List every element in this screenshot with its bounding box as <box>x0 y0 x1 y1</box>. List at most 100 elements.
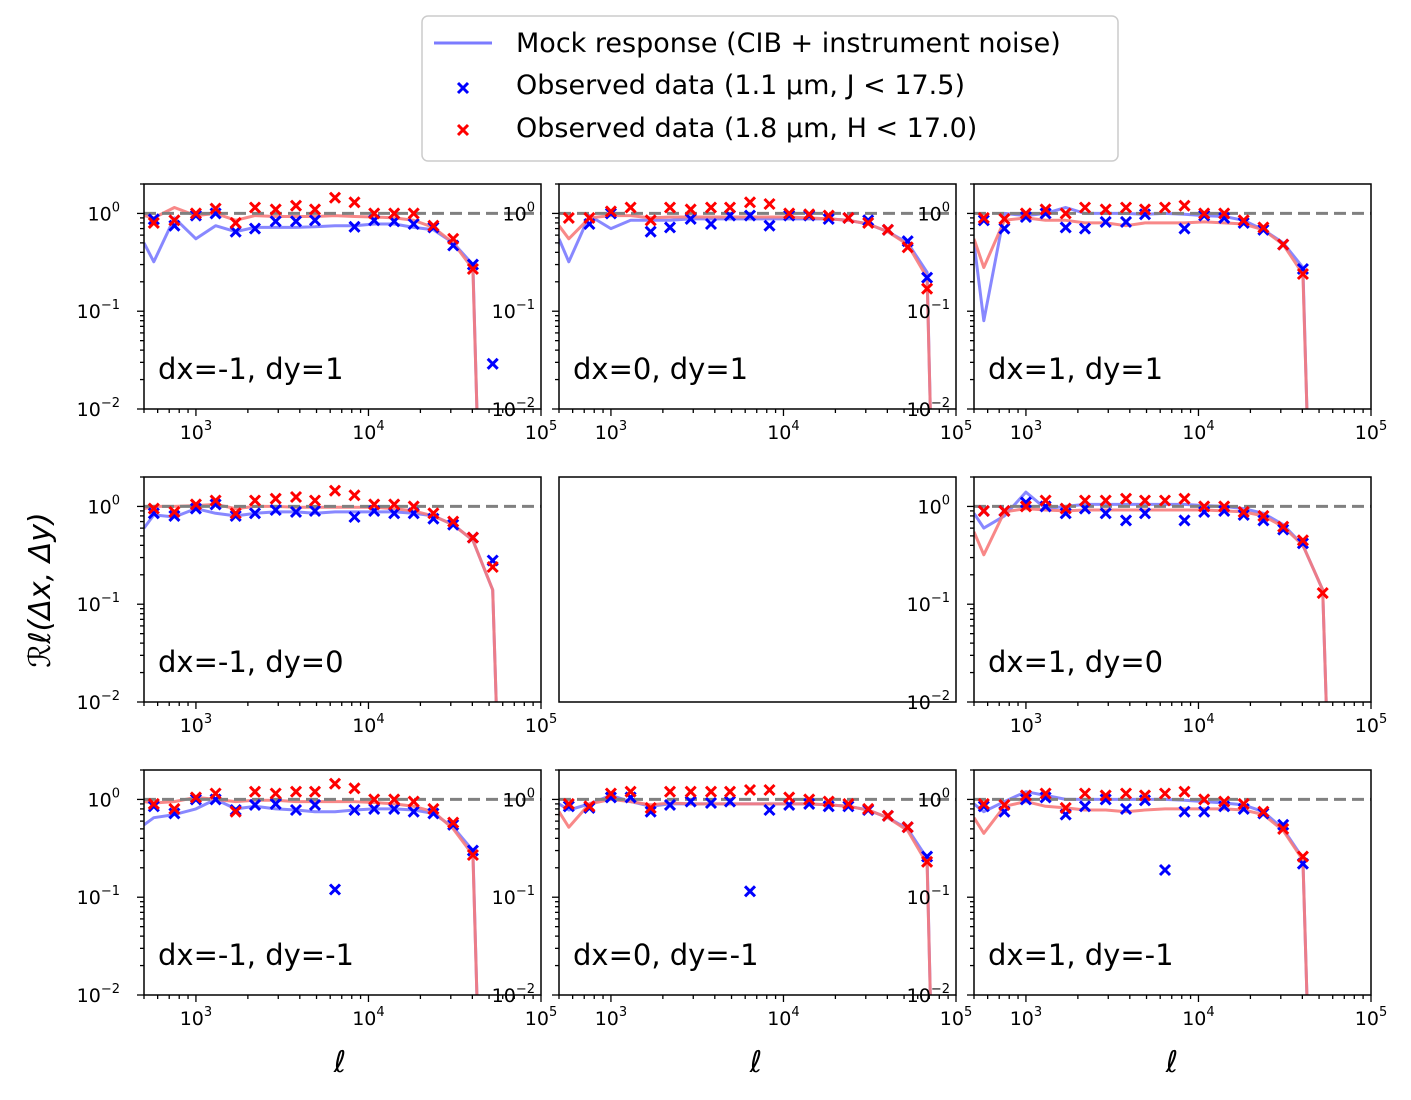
blue-data-point <box>229 225 242 238</box>
red-data-point <box>1119 492 1133 505</box>
y-tick-base: 10 <box>88 203 112 225</box>
y-tick-label: 10−2 <box>907 396 950 421</box>
red-data-point <box>881 809 894 822</box>
x-tick-label: 105 <box>1355 712 1387 737</box>
blue-data-point <box>1178 805 1191 818</box>
y-tick-base: 10 <box>77 985 101 1007</box>
blue-data-point <box>289 505 303 518</box>
legend-mock-label: Mock response (CIB + instrument noise) <box>516 28 1061 59</box>
y-tick-exponent: 0 <box>112 200 120 215</box>
panel-label: dx=0, dy=-1 <box>573 938 759 972</box>
red-data-point <box>466 531 479 544</box>
blue-data-point <box>189 209 202 222</box>
red-data-point <box>1138 203 1152 216</box>
red-data-point <box>466 262 479 276</box>
red-data-point <box>803 208 816 221</box>
red-data-point <box>1078 201 1092 214</box>
red-data-point <box>1237 214 1250 227</box>
y-tick-label: 100 <box>88 493 120 518</box>
red-data-point <box>624 201 637 214</box>
panel-frame <box>143 183 542 410</box>
x-tick-base: 10 <box>1182 1008 1206 1030</box>
plot-area <box>559 196 956 409</box>
x-tick-base: 10 <box>180 422 204 444</box>
red-data-point <box>1237 505 1250 518</box>
red-data-point <box>348 196 361 209</box>
x-tick-label: 104 <box>767 419 799 444</box>
blue-data-point <box>704 217 718 231</box>
red-data-point <box>308 203 322 216</box>
y-tick-exponent: 0 <box>942 786 950 801</box>
red-data-point <box>1158 201 1172 214</box>
red-data-point <box>684 203 697 216</box>
red-data-point <box>407 500 420 513</box>
blue-data-point <box>862 214 875 227</box>
red-data-point <box>842 211 855 224</box>
x-tick-exponent: 3 <box>619 419 627 434</box>
red-data-point <box>1078 787 1092 800</box>
red-data-point <box>229 507 242 520</box>
red-data-point <box>1218 500 1231 513</box>
red-data-point <box>407 207 420 220</box>
x-tick-base: 10 <box>1010 1008 1034 1030</box>
x-tick-exponent: 3 <box>204 712 212 727</box>
blue-data-point <box>1296 537 1309 550</box>
red-data-point <box>998 798 1011 811</box>
red-data-point <box>1296 267 1309 281</box>
y-tick-base: 10 <box>492 301 516 323</box>
y-tick-label: 10−1 <box>492 884 535 909</box>
red-data-point <box>763 197 776 211</box>
red-data-point <box>147 502 160 515</box>
red-data-point <box>248 201 262 214</box>
x-tick-exponent: 4 <box>791 1005 799 1020</box>
x-tick-base: 10 <box>1355 422 1379 444</box>
x-tick-label: 105 <box>1355 419 1387 444</box>
red-data-point <box>1019 500 1032 513</box>
panel-label: dx=0, dy=1 <box>573 352 748 386</box>
x-tick-exponent: 4 <box>791 419 799 434</box>
blue-data-point <box>998 222 1011 235</box>
y-tick-exponent: 0 <box>942 200 950 215</box>
red-data-point <box>1059 801 1072 814</box>
blue-data-point <box>842 800 855 813</box>
red-data-point <box>1119 787 1133 800</box>
y-tick-base: 10 <box>88 496 112 518</box>
red-data-point <box>269 787 282 800</box>
panel-label: dx=1, dy=1 <box>988 352 1163 386</box>
red-data-point <box>269 203 282 216</box>
y-tick-base: 10 <box>918 203 942 225</box>
panel-label: dx=-1, dy=-1 <box>158 938 354 972</box>
red-data-point <box>229 805 242 818</box>
blue-data-point <box>486 357 499 370</box>
red-data-point <box>743 196 757 209</box>
red-data-point <box>328 484 342 497</box>
x-tick-exponent: 5 <box>549 712 557 727</box>
red-data-point <box>168 505 181 518</box>
blue-data-point <box>388 802 401 815</box>
blue-data-point <box>921 271 934 284</box>
blue-data-point <box>248 798 262 811</box>
blue-data-point <box>1078 222 1092 235</box>
y-tick-base: 10 <box>907 594 931 616</box>
x-tick-label: 103 <box>180 1005 212 1030</box>
red-data-point <box>1218 207 1231 220</box>
y-tick-exponent: 0 <box>527 786 535 801</box>
blue-data-point <box>1039 207 1052 220</box>
blue-data-point <box>1237 216 1250 229</box>
x-tick-label: 105 <box>1355 1005 1387 1030</box>
red-data-point <box>427 507 440 520</box>
red-data-point <box>447 232 460 245</box>
x-tick-exponent: 5 <box>549 419 557 434</box>
y-tick-base: 10 <box>88 789 112 811</box>
plot-area <box>144 191 541 409</box>
red-data-point <box>604 787 617 800</box>
red-data-point <box>168 214 181 227</box>
blue-data-point <box>743 209 757 222</box>
x-tick-base: 10 <box>1182 715 1206 737</box>
red-data-point <box>486 560 499 574</box>
y-tick-label: 10−2 <box>492 982 535 1007</box>
blue-data-point <box>1119 514 1133 527</box>
